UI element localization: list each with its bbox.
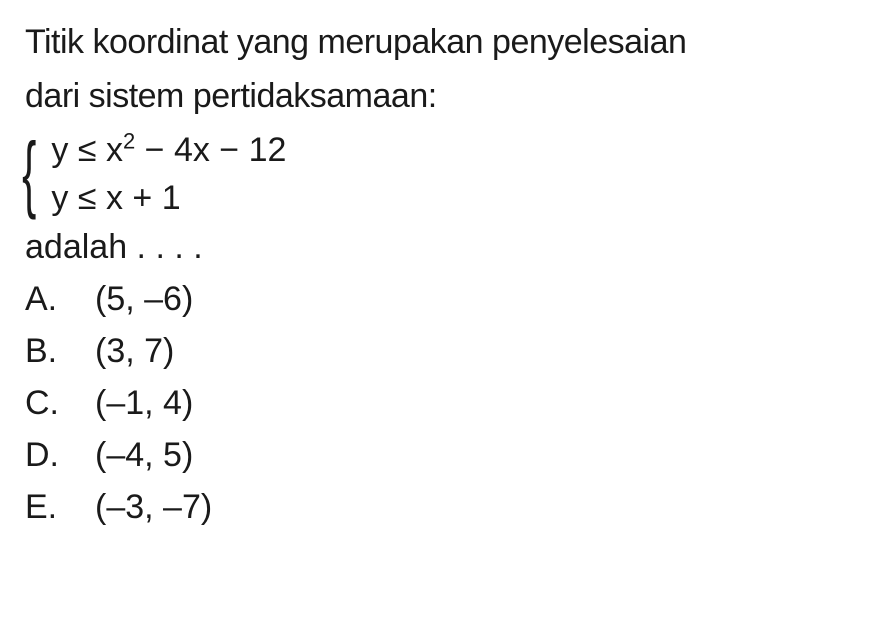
ineq1-lhs: y ≤ x	[51, 131, 123, 169]
option-b-letter: B.	[25, 329, 95, 375]
option-b-value: (3, 7)	[95, 329, 174, 375]
options-list: A. (5, –6) B. (3, 7) C. (–1, 4) D. (–4, …	[25, 277, 860, 530]
option-e: E. (–3, –7)	[25, 485, 860, 531]
option-e-letter: E.	[25, 485, 95, 531]
option-d-letter: D.	[25, 433, 95, 479]
option-a-value: (5, –6)	[95, 277, 193, 323]
inequality-system: { y ≤ x2 − 4x − 12 y ≤ x + 1	[25, 128, 860, 220]
option-c: C. (–1, 4)	[25, 381, 860, 427]
inequality-1: y ≤ x2 − 4x − 12	[51, 128, 286, 172]
left-brace-icon: {	[22, 140, 36, 208]
option-e-value: (–3, –7)	[95, 485, 212, 531]
option-a: A. (5, –6)	[25, 277, 860, 323]
ineq1-exponent: 2	[123, 128, 135, 153]
option-c-letter: C.	[25, 381, 95, 427]
inequalities-block: y ≤ x2 − 4x − 12 y ≤ x + 1	[51, 128, 286, 220]
option-b: B. (3, 7)	[25, 329, 860, 375]
option-c-value: (–1, 4)	[95, 381, 193, 427]
inequality-2: y ≤ x + 1	[51, 176, 286, 220]
adalah-text: adalah . . . .	[25, 228, 860, 267]
ineq1-rhs: − 4x − 12	[135, 131, 286, 169]
question-line-1: Titik koordinat yang merupakan penyelesa…	[25, 20, 860, 66]
question-line-2: dari sistem pertidaksamaan:	[25, 74, 860, 120]
option-a-letter: A.	[25, 277, 95, 323]
option-d-value: (–4, 5)	[95, 433, 193, 479]
option-d: D. (–4, 5)	[25, 433, 860, 479]
